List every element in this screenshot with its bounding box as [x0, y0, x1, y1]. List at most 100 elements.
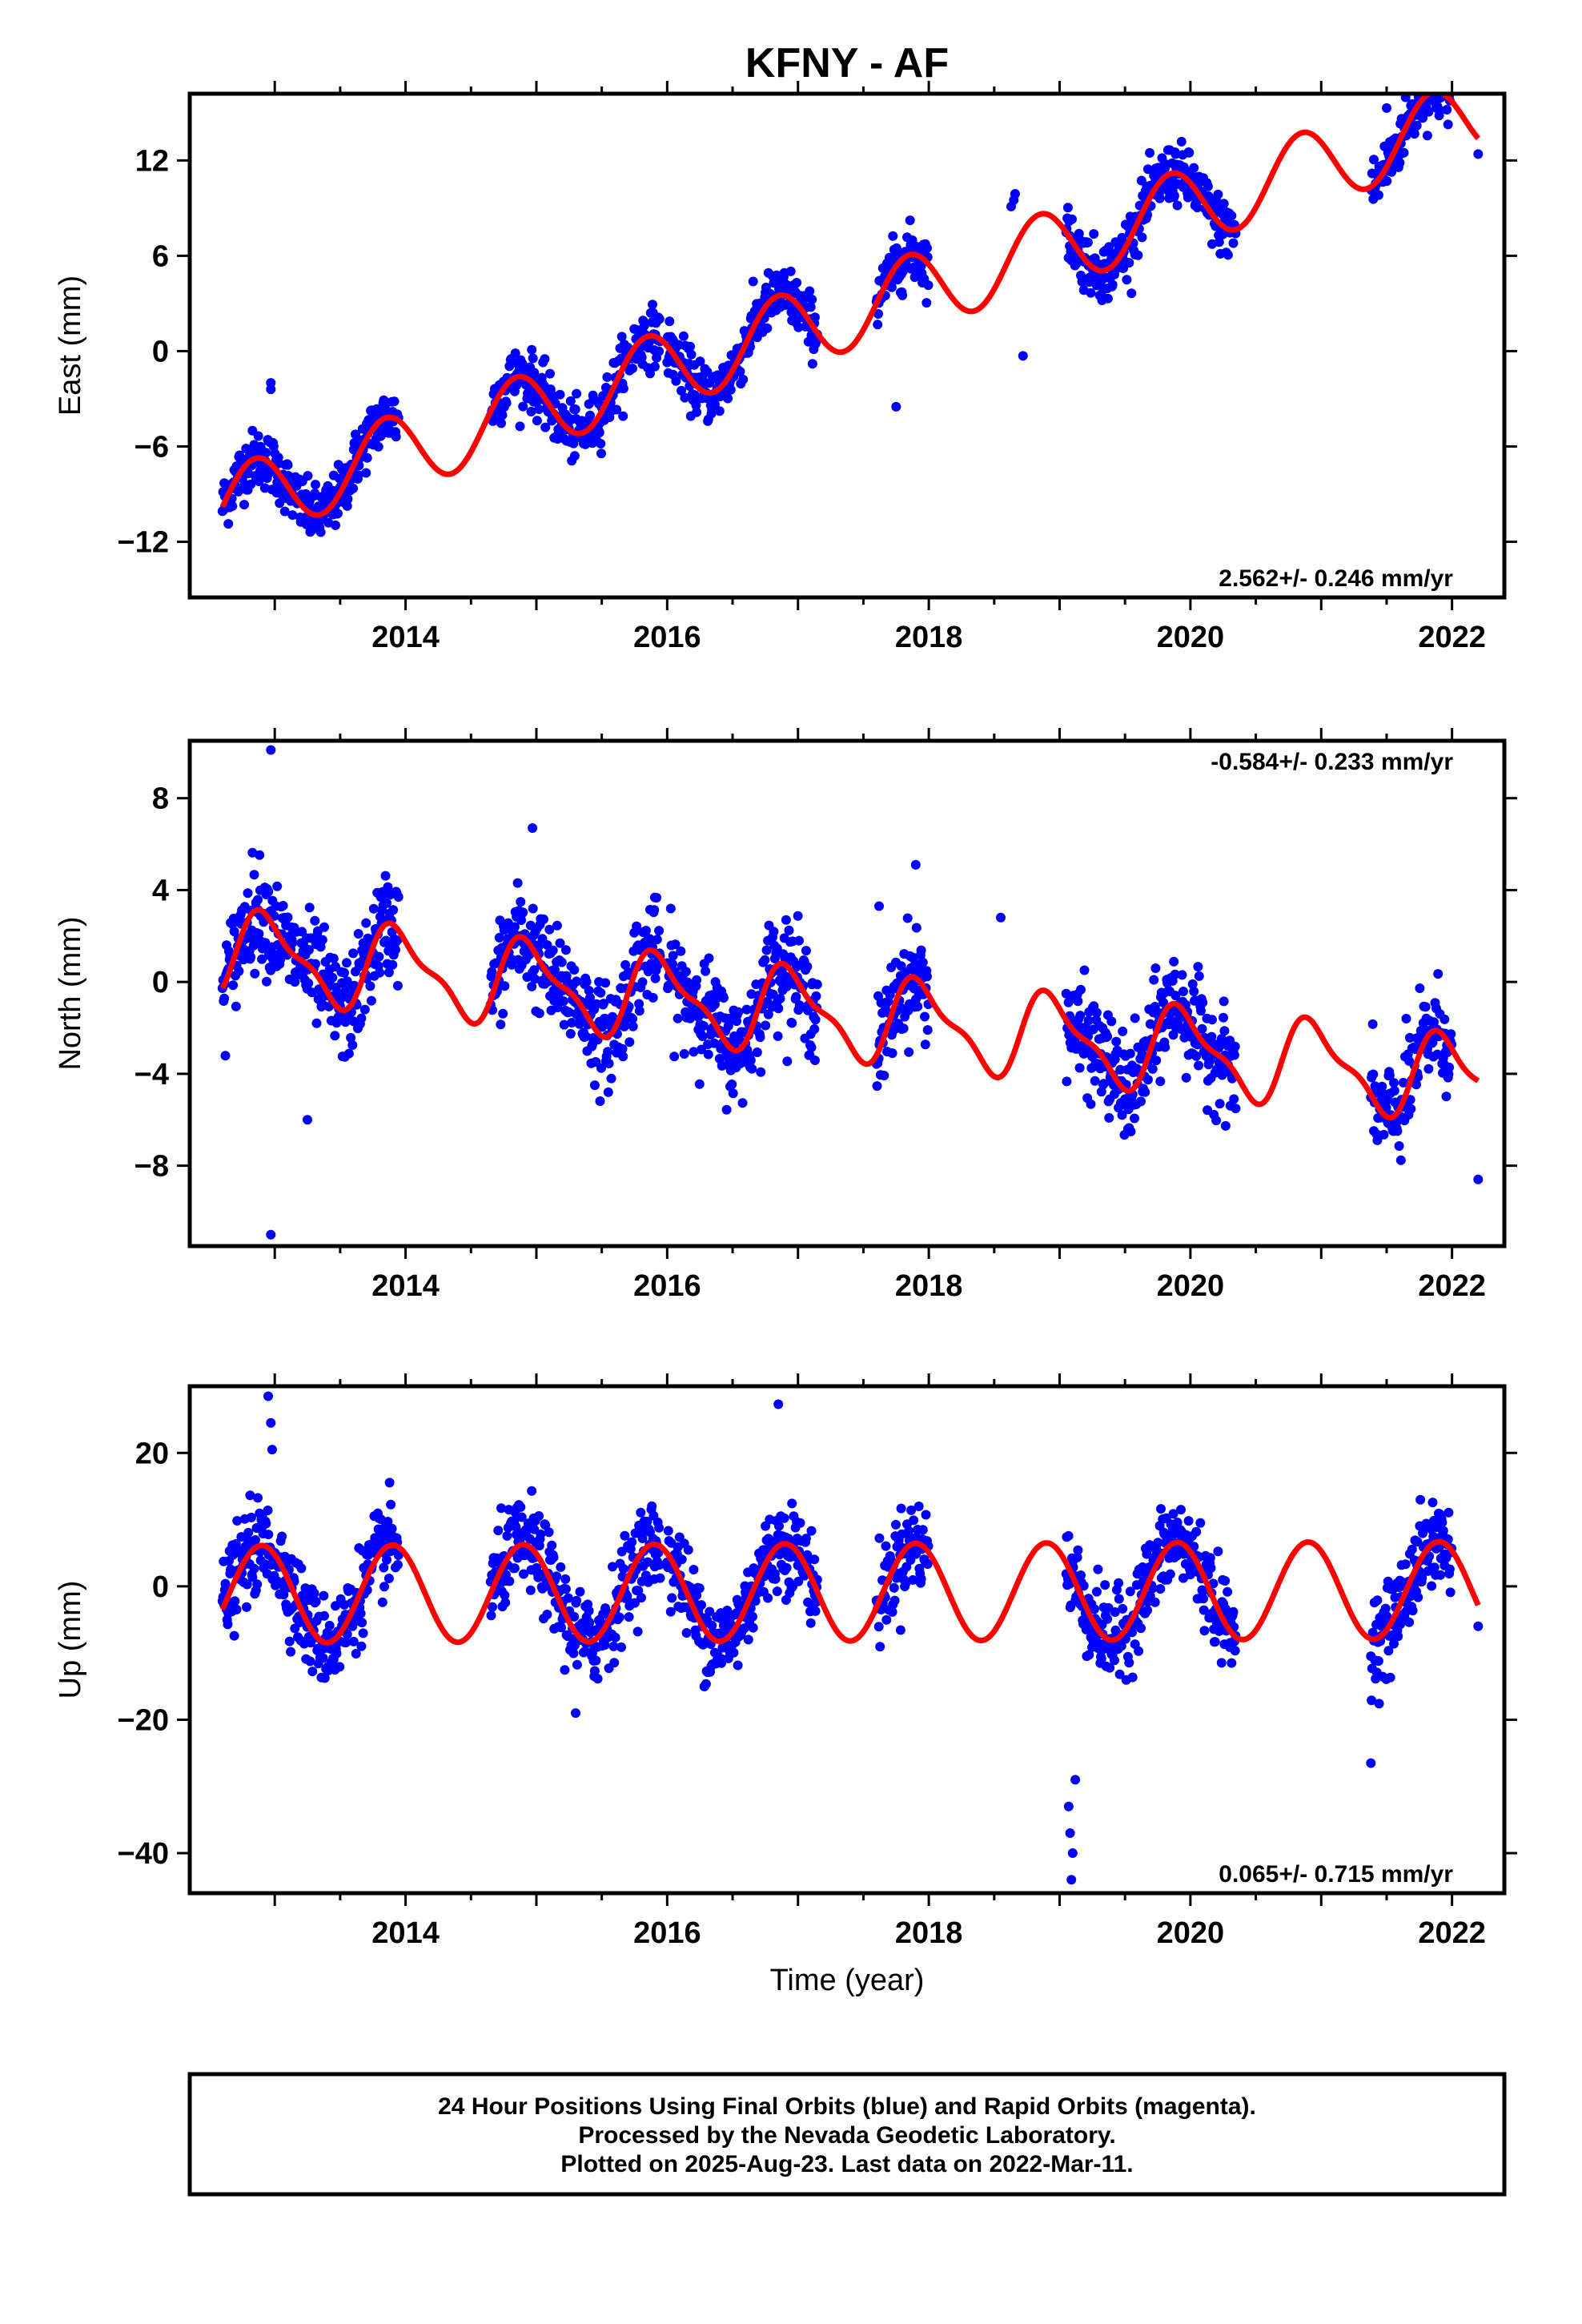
data-point	[1436, 82, 1446, 91]
data-point	[1155, 1584, 1166, 1594]
data-point	[1419, 80, 1429, 90]
data-point	[527, 1486, 537, 1496]
data-point	[624, 1037, 635, 1047]
data-point	[872, 1081, 882, 1092]
data-point	[1367, 1019, 1378, 1029]
data-point	[1074, 228, 1084, 239]
data-point	[1443, 119, 1453, 130]
data-point	[357, 1618, 367, 1628]
data-point	[809, 1055, 820, 1065]
data-point	[763, 1009, 773, 1019]
data-point	[1444, 1062, 1455, 1072]
data-point	[1445, 1587, 1456, 1598]
velocity-annotation: 2.562+/- 0.246 mm/yr	[1219, 565, 1453, 592]
data-point	[1063, 1801, 1074, 1811]
data-point	[1191, 1051, 1202, 1061]
data-point	[1134, 1646, 1144, 1656]
data-point	[518, 907, 528, 918]
data-point	[1178, 987, 1188, 996]
data-point	[1187, 979, 1198, 989]
data-point	[598, 999, 608, 1009]
data-point	[1387, 167, 1397, 177]
observation-points	[217, 745, 1484, 1240]
data-point	[1181, 1072, 1191, 1083]
model-curve	[219, 907, 1480, 1121]
data-point	[254, 476, 264, 486]
data-point	[632, 1626, 643, 1637]
data-point	[721, 1104, 732, 1115]
x-tick-label: 2016	[633, 621, 701, 654]
data-point	[787, 1498, 797, 1509]
data-point	[230, 1596, 240, 1606]
data-point	[1473, 1621, 1484, 1631]
data-point	[1150, 1597, 1160, 1607]
data-point	[311, 480, 320, 490]
data-point	[636, 1593, 646, 1603]
x-tick-label: 2018	[895, 1269, 963, 1303]
data-point	[1395, 1155, 1406, 1165]
data-point	[1104, 1112, 1114, 1123]
data-point	[572, 976, 582, 987]
x-tick-label: 2014	[371, 1269, 440, 1303]
data-point	[279, 506, 290, 517]
data-point	[1207, 1015, 1217, 1025]
data-point	[677, 1554, 687, 1565]
data-point	[277, 1531, 287, 1542]
data-point	[307, 525, 317, 535]
data-point	[584, 985, 594, 995]
data-point	[691, 400, 701, 411]
data-point	[1065, 1828, 1075, 1838]
data-point	[886, 282, 897, 292]
data-point	[556, 957, 567, 967]
data-point	[649, 361, 660, 372]
data-point	[1219, 996, 1229, 1007]
data-point	[1149, 975, 1159, 985]
data-point	[1067, 1848, 1078, 1858]
data-point	[1177, 970, 1187, 980]
data-point	[272, 881, 283, 891]
y-tick-label: −40	[118, 1837, 169, 1871]
data-point	[1211, 1116, 1222, 1126]
data-point	[555, 938, 565, 948]
data-point	[527, 981, 537, 991]
data-point	[600, 978, 611, 988]
data-point	[1122, 275, 1132, 285]
data-point	[251, 1535, 260, 1545]
data-point	[303, 978, 314, 988]
data-point	[1176, 136, 1186, 147]
data-point	[544, 1527, 554, 1538]
model-curve	[219, 1538, 1481, 1646]
data-point	[1429, 80, 1439, 90]
data-point	[665, 903, 676, 914]
y-tick-label: −20	[118, 1703, 169, 1737]
data-point	[501, 398, 512, 408]
data-point	[518, 401, 528, 412]
data-point	[486, 1610, 496, 1621]
data-point	[618, 384, 628, 394]
data-point	[686, 349, 697, 360]
data-point	[647, 1501, 657, 1511]
data-point	[620, 959, 631, 970]
data-point	[1006, 201, 1016, 211]
data-point	[343, 494, 353, 505]
y-tick-label: 0	[152, 966, 169, 999]
data-point	[697, 1044, 706, 1055]
data-point	[697, 1031, 708, 1042]
data-point	[920, 1011, 930, 1022]
data-point	[909, 1515, 919, 1526]
data-point	[1203, 181, 1213, 191]
data-point	[386, 1499, 396, 1510]
data-point	[303, 471, 313, 481]
data-point	[263, 1506, 273, 1515]
data-point	[263, 1530, 274, 1540]
data-point	[904, 1047, 914, 1057]
data-point	[784, 925, 794, 935]
data-point	[1214, 237, 1224, 247]
data-point	[649, 905, 660, 915]
data-point	[1066, 1875, 1077, 1885]
data-point	[1228, 1606, 1239, 1617]
data-point	[515, 421, 525, 432]
data-point	[343, 1048, 354, 1059]
y-tick-label: 20	[135, 1437, 169, 1470]
data-point	[341, 1638, 351, 1647]
